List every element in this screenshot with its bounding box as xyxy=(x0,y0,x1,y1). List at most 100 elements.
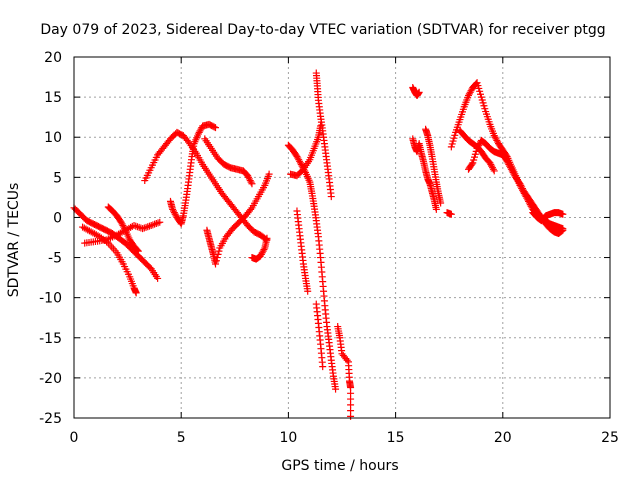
data-point xyxy=(557,228,565,236)
data-point xyxy=(139,225,147,233)
series-arc-s xyxy=(443,209,455,218)
data-point xyxy=(517,181,525,189)
series-arc-d xyxy=(104,203,142,255)
series-arc-o xyxy=(334,323,355,420)
data-point xyxy=(464,92,472,100)
y-tick-label: 15 xyxy=(44,90,62,106)
data-point xyxy=(467,87,475,95)
data-point xyxy=(121,225,129,233)
data-point xyxy=(117,218,125,226)
data-point xyxy=(213,254,221,262)
data-point xyxy=(487,160,495,168)
data-point xyxy=(491,133,499,141)
data-point xyxy=(196,127,204,135)
data-point xyxy=(475,141,483,149)
data-point xyxy=(474,143,482,151)
data-point xyxy=(504,159,512,167)
data-point xyxy=(212,257,220,265)
data-point xyxy=(154,274,162,282)
data-point xyxy=(559,210,567,218)
data-point xyxy=(246,177,254,185)
series-arc-h xyxy=(201,135,256,188)
y-tick-label: -5 xyxy=(48,251,62,267)
data-point xyxy=(294,154,302,162)
data-point xyxy=(296,159,304,167)
data-point xyxy=(212,260,220,268)
data-point xyxy=(145,222,153,230)
data-point xyxy=(195,128,203,136)
series-arc-p xyxy=(409,83,423,100)
data-point xyxy=(432,205,440,213)
y-tick-label: -25 xyxy=(39,411,62,427)
data-point xyxy=(332,385,340,393)
data-point xyxy=(492,135,500,143)
data-point xyxy=(489,165,497,173)
data-point xyxy=(293,152,301,160)
data-point xyxy=(295,156,303,164)
series-arc-l xyxy=(293,207,312,295)
series-arc-i xyxy=(248,234,271,263)
data-point xyxy=(447,210,455,218)
data-point xyxy=(304,287,312,295)
data-point xyxy=(133,223,141,231)
data-point xyxy=(258,249,266,257)
y-tick-label: -20 xyxy=(39,371,62,387)
y-tick-label: 10 xyxy=(44,130,62,146)
data-point xyxy=(263,234,271,242)
data-point xyxy=(170,209,178,217)
series-arc-n xyxy=(312,300,327,371)
y-axis-label: SDTVAR / TECUs xyxy=(6,183,22,298)
data-point xyxy=(465,90,473,98)
plot-area xyxy=(70,69,567,420)
series-arc-c xyxy=(81,218,164,247)
data-point xyxy=(296,157,304,165)
series-arc-g xyxy=(203,170,273,268)
data-point xyxy=(265,170,273,178)
data-point xyxy=(149,221,157,229)
data-point xyxy=(486,159,494,167)
data-point xyxy=(510,170,518,178)
data-point xyxy=(245,173,253,181)
data-point xyxy=(151,220,159,228)
data-point xyxy=(490,132,498,140)
series-arc-f xyxy=(166,120,220,228)
data-point xyxy=(244,172,252,180)
data-point xyxy=(327,193,335,201)
data-point xyxy=(516,180,524,188)
data-point xyxy=(154,219,162,227)
data-point xyxy=(415,88,423,96)
y-tick-label: -10 xyxy=(39,291,62,307)
chart-title: Day 079 of 2023, Sidereal Day-to-day VTE… xyxy=(40,22,605,38)
data-point xyxy=(509,169,517,177)
data-point xyxy=(247,205,255,213)
data-point xyxy=(347,412,355,420)
y-tick-label: 5 xyxy=(53,170,62,186)
data-point xyxy=(490,167,498,175)
data-point xyxy=(134,247,142,255)
data-point xyxy=(169,207,177,215)
data-point xyxy=(210,123,218,131)
data-point xyxy=(119,221,127,229)
data-point xyxy=(257,252,265,260)
data-point xyxy=(468,160,476,168)
data-point xyxy=(156,218,164,226)
x-tick-label: 15 xyxy=(387,430,405,446)
data-point xyxy=(489,164,497,172)
data-point xyxy=(197,125,205,133)
data-point xyxy=(169,205,177,213)
data-point xyxy=(260,246,268,254)
data-point xyxy=(140,224,148,232)
data-point xyxy=(144,223,152,231)
data-point xyxy=(319,363,327,371)
grid-lines xyxy=(74,57,610,418)
y-axis: 20 15 10 5 0 -5 -10 -15 -20 -25 xyxy=(39,50,610,427)
series-arc-q xyxy=(409,135,440,213)
data-point xyxy=(135,223,143,231)
series-arc-r xyxy=(422,125,445,207)
data-point xyxy=(194,130,202,138)
data-point xyxy=(247,178,255,186)
data-point xyxy=(214,250,222,258)
x-tick-label: 25 xyxy=(601,430,619,446)
data-point xyxy=(171,210,179,218)
